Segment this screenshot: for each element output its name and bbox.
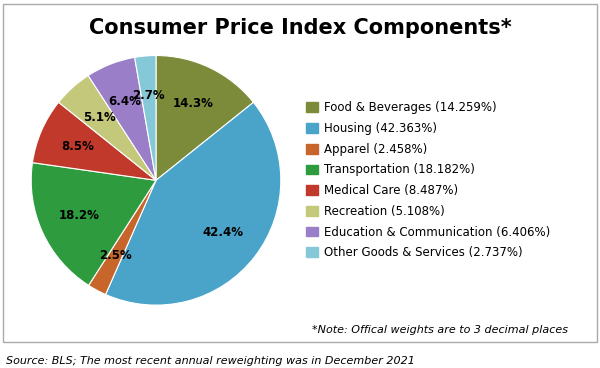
Text: 42.4%: 42.4% [203,226,244,238]
Text: *Note: Offical weights are to 3 decimal places: *Note: Offical weights are to 3 decimal … [312,325,568,335]
Text: 2.7%: 2.7% [133,89,165,102]
Text: 5.1%: 5.1% [83,111,115,124]
Wedge shape [156,56,253,180]
Wedge shape [32,102,156,180]
Text: Consumer Price Index Components*: Consumer Price Index Components* [89,18,511,38]
Wedge shape [106,102,281,305]
Text: 18.2%: 18.2% [58,209,99,222]
Text: 14.3%: 14.3% [172,97,213,110]
Text: 6.4%: 6.4% [109,95,142,108]
Wedge shape [89,180,156,294]
Text: Source: BLS; The most recent annual reweighting was in December 2021: Source: BLS; The most recent annual rewe… [6,356,415,366]
Wedge shape [88,57,156,180]
Wedge shape [59,75,156,180]
Wedge shape [31,163,156,285]
Wedge shape [134,56,156,180]
Text: 2.5%: 2.5% [100,248,132,262]
Legend: Food & Beverages (14.259%), Housing (42.363%), Apparel (2.458%), Transportation : Food & Beverages (14.259%), Housing (42.… [306,102,550,259]
Text: 8.5%: 8.5% [62,140,95,153]
